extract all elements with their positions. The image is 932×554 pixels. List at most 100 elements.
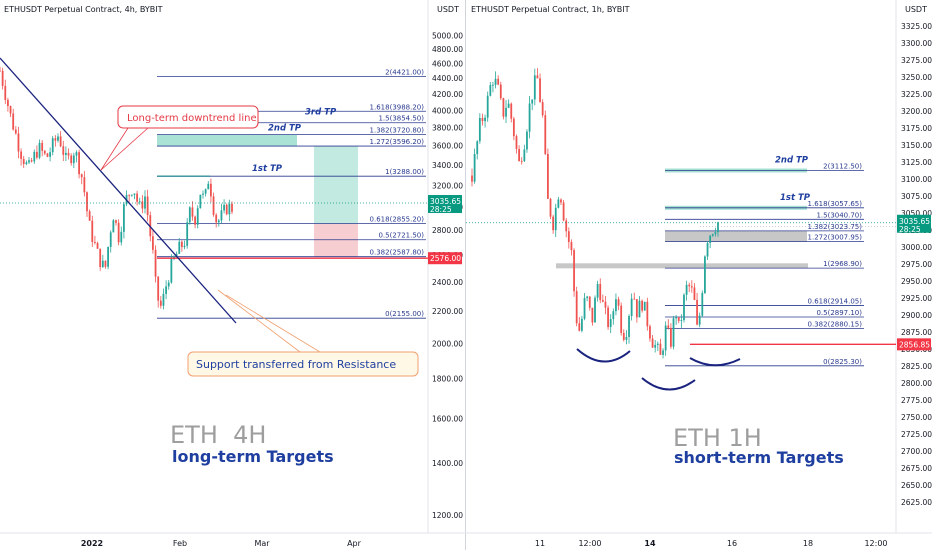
annotation-support[interactable]: Support transferred from Resistance [187,351,419,377]
fib-label: 1.272(3007.95) [808,234,863,242]
candle [196,205,199,229]
candle-body [690,286,693,288]
fib-label: 0.618(2914.05) [808,297,863,305]
candle-body [633,298,636,300]
candle-body [220,210,223,221]
candle-body [711,234,714,236]
candle-body [478,117,481,142]
candle [552,214,555,234]
candle [609,314,612,334]
candle [9,105,12,118]
head-arc [641,377,696,391]
left-price-axis[interactable]: 5000.00 4800.00 4600.00 4400.00 4200.00 4000.… [428,31,463,520]
sr-zone [556,263,808,269]
candle [123,201,125,239]
candle-body [162,293,165,306]
candle-body [91,220,94,242]
candle-body [557,199,560,208]
y-tick-label: 2675.00 [901,464,932,473]
candle-body [520,160,523,162]
candle-body [104,260,107,267]
y-tick-label: 2200.00 [432,307,463,316]
candle [14,126,17,135]
candle [225,203,228,216]
candle-body [683,294,685,321]
candle [546,148,549,199]
right-currency-label[interactable]: USDT [905,5,927,14]
candle [138,197,141,205]
y-tick-label: 3175.00 [901,124,932,133]
candle-body [215,214,218,223]
candle [612,308,615,325]
callout-pointer [100,127,149,171]
candle-body [659,343,662,355]
price-badge-timer: 28:25 [430,205,452,214]
support-badge[interactable] [428,252,462,265]
candle [231,201,233,215]
candle [557,196,560,209]
left-time-axis[interactable]: 2022 Feb Mar Apr [81,539,362,548]
candle-body [25,162,28,165]
candle [628,314,630,344]
candle [696,292,698,326]
candle [41,140,44,157]
candle-body [186,222,189,246]
candle-body [499,84,502,99]
candle [43,149,46,156]
y-tick-label: 3250.00 [901,73,932,82]
candle [133,193,136,200]
candle [207,181,210,190]
right-price-axis[interactable]: 3325.00 3300.00 3275.00 3250.00 3225.00 3200.… [897,22,932,507]
x-tick-label: Apr [347,539,362,548]
left-fib-levels: 2(4421.00) 1.618(3988.20) 1.5(3854.50) 1.38… [157,69,426,319]
fib-label: 2(4421.00) [385,69,424,77]
annotation-downtrend[interactable]: Long-term downtrend line [117,105,259,129]
support-badge[interactable] [897,338,931,351]
left-currency-label[interactable]: USDT [437,5,459,14]
left-big-label: ETH 4H [170,421,266,449]
fib-label: 1.382(3023.75) [808,223,863,231]
price-badge[interactable] [897,214,931,233]
x-tick-label: 18 [803,539,813,548]
candle [1,67,4,90]
fib-label: 0.618(2855.20) [370,216,425,224]
candle [583,293,586,321]
y-tick-label: 1800.00 [432,375,463,384]
candle-body [701,292,704,316]
fib-label: 1.382(3720.80) [370,127,425,135]
candle [107,246,109,270]
candle [539,73,541,103]
candle-body [7,99,9,107]
candle [128,194,131,202]
fib-label: 1.272(3596.20) [370,138,425,146]
left-candles [0,66,233,310]
candle [520,157,523,165]
candle [59,131,62,148]
target-label: 1st TP [252,164,283,174]
y-tick-label: 5000.00 [432,31,463,40]
candle-body [1,70,4,86]
candle-body [167,282,170,287]
candle [601,294,604,303]
candle [86,191,88,217]
candle-body [570,242,573,251]
candle-body [46,153,49,157]
x-tick-label: 14 [644,539,656,548]
candle [567,227,570,249]
annotation-support-text: Support transferred from Resistance [196,358,396,371]
candle-body [183,245,186,248]
right-time-axis[interactable]: 11 12:00 14 16 18 12:00 [535,539,888,548]
candle-body [225,204,228,215]
candle [625,330,628,345]
candle-body [101,260,104,268]
price-badge[interactable] [428,195,462,214]
candle-body [133,193,136,195]
candle [638,296,641,318]
candle [505,100,507,124]
candle-body [544,115,547,154]
candle-body [622,332,625,340]
candle-body [523,149,526,162]
candle-body [14,129,17,134]
candle [507,99,510,109]
